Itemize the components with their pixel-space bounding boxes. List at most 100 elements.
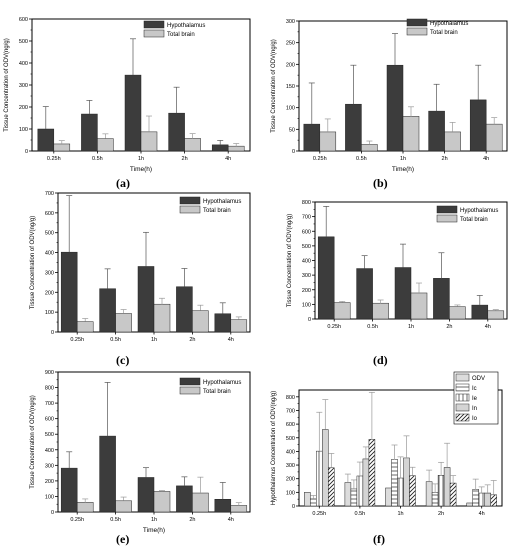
legend-label: Total brain	[203, 208, 231, 214]
bar-odv	[425, 481, 433, 507]
y-axis-label: Tissue Concentration of ODV(ng/g)	[30, 395, 36, 489]
bar-total-brain	[97, 138, 114, 152]
x-tick-label: 1h	[400, 156, 406, 162]
x-tick-label: 0.5h	[367, 324, 378, 330]
x-tick-label: 4h	[483, 156, 489, 162]
bar-hypothalamus	[137, 477, 155, 513]
y-tick-label: 800	[45, 386, 54, 392]
legend: Hypothalamus Total brain	[179, 196, 241, 214]
legend: Hypothalamus Total brain	[406, 18, 468, 36]
x-tick-label: 1h	[138, 156, 144, 162]
bar-odv	[344, 482, 352, 507]
bar-total-brain	[487, 310, 505, 320]
bar-ie	[316, 450, 323, 507]
y-tick-label: 500	[45, 432, 54, 438]
y-tick-label: 200	[286, 62, 295, 68]
caption-f: (f)	[373, 532, 385, 546]
bar-hypothalamus	[99, 288, 116, 333]
legend-swatch	[406, 18, 428, 27]
y-tick-label: 100	[19, 127, 28, 133]
bar-ic	[472, 489, 479, 507]
y-tick-label: 200	[19, 105, 28, 111]
bar-total-brain	[333, 302, 351, 320]
x-tick-label: 4h	[479, 511, 485, 517]
x-tick-label: 1h	[151, 517, 157, 523]
y-tick-label: 50	[289, 127, 295, 133]
y-tick-label: 100	[286, 106, 295, 112]
bar-io	[368, 439, 376, 507]
legend-label: Hypothalamus	[203, 199, 241, 205]
y-tick-label: 300	[302, 273, 311, 279]
bar-in	[484, 492, 491, 507]
bar-hypothalamus	[176, 485, 193, 513]
y-tick-label: 0	[308, 317, 311, 323]
bar-total-brain	[76, 321, 94, 333]
bar-total-brain	[192, 310, 209, 333]
legend: Hypothalamus Total brain	[179, 377, 241, 395]
chart-panel-b: 0 50 100 150 200 250 300 Tissue Concentration o…	[257, 0, 514, 195]
caption-b: (b)	[373, 176, 388, 190]
legend-label: Total brain	[460, 217, 488, 223]
x-tick-label: 1h	[408, 324, 414, 330]
bar-hypothalamus	[303, 123, 321, 152]
y-tick-label: 300	[286, 19, 295, 25]
bar-hypothalamus	[394, 267, 412, 320]
bar-hypothalamus	[37, 128, 55, 152]
y-tick-label: 600	[286, 422, 295, 428]
y-tick-label: 800	[302, 200, 311, 206]
legend-swatch	[455, 393, 470, 402]
bar-hypothalamus	[99, 435, 116, 513]
bar-hypothalamus	[211, 144, 229, 152]
legend-label: Io	[472, 416, 478, 422]
bar-odv	[304, 492, 311, 507]
bar-total-brain	[184, 138, 201, 152]
legend-swatch	[406, 27, 428, 36]
y-tick-label: 400	[302, 259, 311, 265]
legend: ODV Ic Ie In Io	[453, 371, 499, 425]
bar-total-brain	[153, 491, 171, 513]
bar-ie	[478, 492, 485, 507]
bar-ic	[350, 488, 358, 507]
legend-swatch	[455, 413, 470, 422]
y-axis-label: Tissue Concentration of ODV(ng/g)	[4, 38, 10, 132]
y-axis-label: Tissue Concentration of ODV(ng/g)	[30, 216, 36, 310]
x-tick-label: 4h	[225, 156, 231, 162]
y-tick-label: 500	[286, 436, 295, 442]
y-tick-label: 400	[286, 449, 295, 455]
chart-panel-a: 0 100 200 300 400 500 600 Tissue Concentration …	[0, 0, 257, 195]
bar-io	[490, 494, 497, 507]
bar-in	[362, 458, 370, 507]
bar-io	[328, 467, 335, 507]
y-tick-label: 300	[45, 270, 54, 276]
legend-label: Total brain	[203, 389, 231, 395]
legend-label: In	[472, 406, 477, 412]
legend-swatch	[143, 29, 165, 38]
bar-hypothalamus	[176, 286, 193, 333]
y-tick-label: 300	[286, 463, 295, 469]
y-axis-label: Tissue Concentration of ODV(ng/g)	[287, 214, 293, 308]
bar-hypothalamus	[386, 64, 404, 152]
chart-panel-d: 0 100 200 300 400 500 600 700 800 Tissue Concentr…	[257, 185, 514, 370]
legend-swatch	[179, 196, 201, 205]
y-axis-label: Tissue Concentration of ODV(ng/g)	[271, 39, 277, 133]
y-axis-label: Hypothalamus Concentration of ODV(ng/g)	[271, 391, 277, 505]
y-tick-label: 700	[45, 191, 54, 197]
bar-hypothalamus	[317, 236, 335, 320]
x-tick-label: 0.25h	[313, 156, 327, 162]
x-axis-label: Time(h)	[143, 527, 165, 534]
bar-total-brain	[153, 303, 171, 333]
y-tick-label: 700	[302, 215, 311, 221]
x-tick-label: 1h	[151, 337, 157, 343]
x-tick-label: 0.5h	[355, 511, 366, 517]
x-tick-label: 2h	[446, 324, 452, 330]
legend-label: Total brain	[167, 32, 195, 38]
bar-total-brain	[402, 116, 420, 152]
legend-swatch	[436, 214, 458, 223]
bar-total-brain	[230, 505, 248, 513]
bar-in	[403, 457, 410, 507]
y-tick-label: 300	[45, 463, 54, 469]
y-tick-label: 600	[45, 211, 54, 217]
bar-hypothalamus	[428, 110, 445, 152]
bar-ic	[310, 498, 317, 507]
y-tick-label: 400	[19, 61, 28, 67]
